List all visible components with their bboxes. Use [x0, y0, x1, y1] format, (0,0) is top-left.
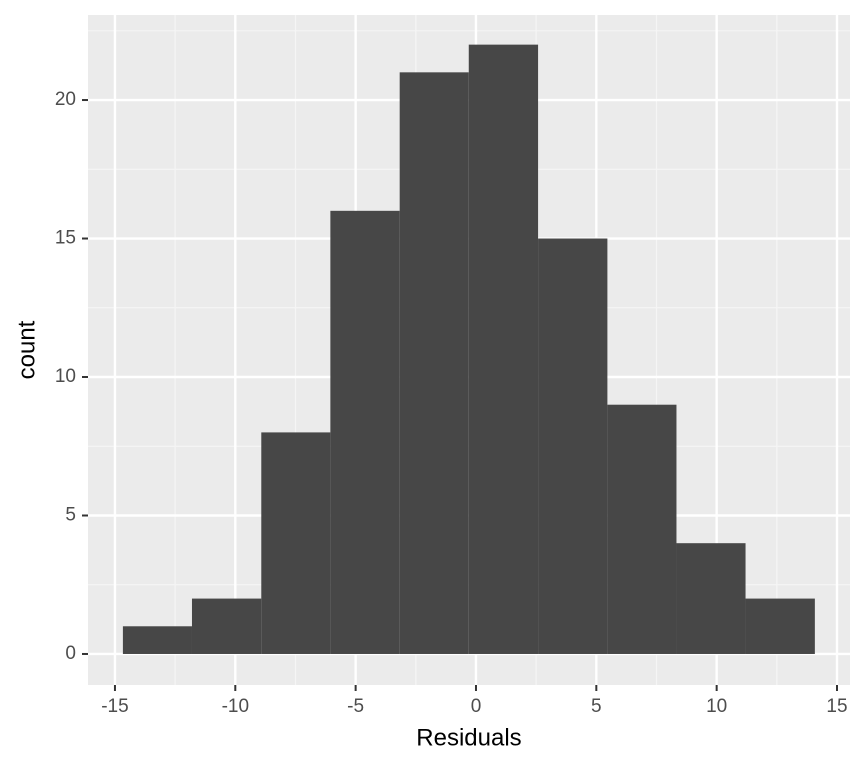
x-tick-label: 10: [706, 696, 727, 717]
y-axis-title: count: [13, 320, 40, 379]
bar: [399, 72, 469, 654]
bar: [676, 543, 746, 654]
y-tick-label: 0: [65, 643, 76, 664]
bar: [330, 210, 400, 654]
bar: [538, 238, 608, 654]
bar: [468, 44, 539, 654]
y-tick-label: 5: [65, 505, 76, 526]
x-tick-label: -5: [347, 696, 364, 717]
x-axis-title: Residuals: [416, 724, 521, 751]
x-tick-label: -15: [101, 696, 128, 717]
bar: [261, 432, 331, 654]
x-tick-label: 5: [591, 696, 602, 717]
y-tick-label: 15: [55, 228, 76, 249]
y-tick-label: 10: [55, 366, 76, 387]
y-tick-label: 20: [55, 89, 76, 110]
bar: [607, 404, 677, 654]
x-tick-label: 0: [471, 696, 482, 717]
x-tick-label: -10: [222, 696, 249, 717]
bar: [191, 598, 262, 654]
bar: [745, 598, 815, 654]
x-tick-label: 15: [826, 696, 847, 717]
bar: [122, 626, 192, 654]
